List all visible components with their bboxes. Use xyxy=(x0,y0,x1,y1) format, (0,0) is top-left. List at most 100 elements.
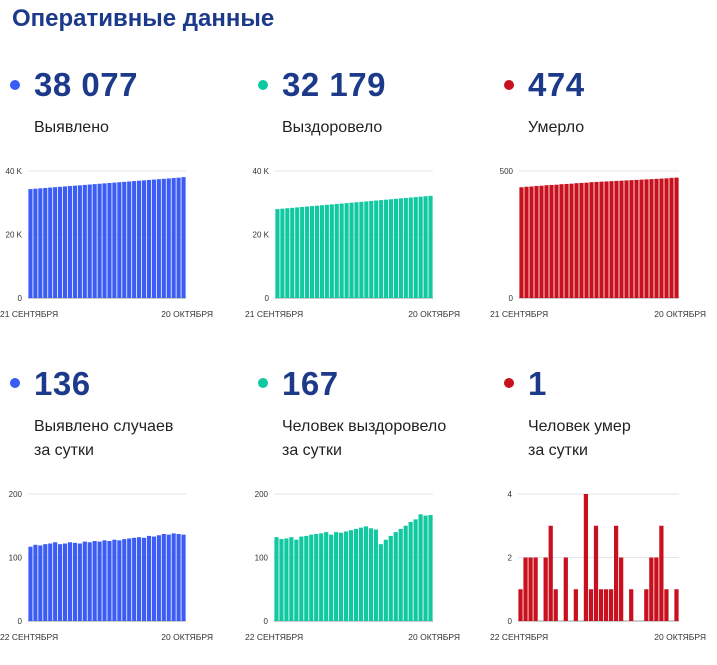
bar xyxy=(329,534,334,621)
stat-dot xyxy=(504,80,514,90)
bar xyxy=(384,199,389,298)
bar xyxy=(92,540,97,621)
x-tick-label: 22 СЕНТЯБРЯ xyxy=(490,632,548,642)
bar xyxy=(72,185,77,298)
bar xyxy=(629,589,634,621)
chart-5: 0 100 200 22 СЕНТЯБРЯ 20 ОКТЯБРЯ xyxy=(245,490,460,642)
bar xyxy=(344,203,349,298)
bar xyxy=(161,534,166,621)
bar xyxy=(379,200,384,298)
y-tick-label: 40 K xyxy=(6,167,23,176)
bar xyxy=(398,528,403,621)
bar xyxy=(285,208,290,298)
bar xyxy=(309,206,315,298)
bar xyxy=(141,180,147,298)
bar xyxy=(674,177,679,298)
bar xyxy=(181,534,186,621)
bar xyxy=(378,544,383,621)
bar xyxy=(393,198,399,298)
bar xyxy=(624,180,629,298)
bar xyxy=(127,538,132,621)
stat-label: за сутки xyxy=(34,442,94,459)
bar xyxy=(413,519,418,621)
bar xyxy=(554,184,559,298)
bar xyxy=(383,539,388,621)
bar xyxy=(574,183,579,298)
y-tick-label: 0 xyxy=(18,294,23,303)
bar xyxy=(609,181,614,298)
bar xyxy=(363,526,369,621)
bar xyxy=(649,179,654,298)
bar xyxy=(659,525,664,621)
bar xyxy=(58,544,63,621)
bar xyxy=(674,589,679,621)
bar xyxy=(584,182,589,298)
bar xyxy=(319,533,324,621)
y-tick-label: 4 xyxy=(508,490,513,499)
bar xyxy=(428,514,433,621)
bar xyxy=(413,197,418,298)
bar xyxy=(659,178,664,298)
bar xyxy=(343,531,349,621)
x-tick-label: 21 СЕНТЯБРЯ xyxy=(245,309,303,319)
bar xyxy=(564,183,569,298)
bar xyxy=(122,181,127,298)
bar xyxy=(275,209,280,298)
bar xyxy=(664,589,669,621)
bar xyxy=(423,515,428,621)
bar xyxy=(408,197,413,298)
bar xyxy=(533,557,538,621)
bar xyxy=(181,177,186,298)
bar xyxy=(48,543,53,621)
bar xyxy=(339,203,344,298)
stat-value: 32 179 xyxy=(282,66,386,103)
bar xyxy=(669,177,674,298)
bar xyxy=(664,178,669,298)
stat-label: Человек выздоровело xyxy=(282,418,447,435)
bar xyxy=(82,184,87,298)
bar xyxy=(603,589,609,621)
bar xyxy=(373,529,378,621)
bar xyxy=(166,534,171,621)
bar xyxy=(543,557,548,621)
bar xyxy=(604,181,609,298)
bar xyxy=(398,198,403,298)
bar xyxy=(280,208,285,298)
x-tick-label: 20 ОКТЯБРЯ xyxy=(161,309,213,319)
bar xyxy=(368,528,373,621)
stat-value: 38 077 xyxy=(34,66,138,103)
bar xyxy=(334,532,339,621)
bar xyxy=(77,543,82,621)
bar xyxy=(166,178,171,298)
bar xyxy=(583,494,589,621)
bar xyxy=(358,527,364,621)
bar xyxy=(53,542,58,621)
bar xyxy=(117,540,122,621)
bar xyxy=(418,514,423,621)
bar xyxy=(97,541,102,621)
y-tick-label: 100 xyxy=(9,554,23,563)
bar xyxy=(654,178,659,298)
bar xyxy=(598,589,604,621)
bar xyxy=(171,533,176,621)
bar xyxy=(279,539,284,621)
bar xyxy=(289,537,294,621)
bar xyxy=(43,187,48,298)
chart-6: 0 2 4 22 СЕНТЯБРЯ 20 ОКТЯБРЯ xyxy=(490,490,706,642)
bar xyxy=(62,186,68,298)
bar xyxy=(290,207,295,298)
bar xyxy=(588,589,594,621)
bar xyxy=(608,589,614,621)
bar xyxy=(305,206,310,298)
bar xyxy=(33,544,38,621)
bar xyxy=(122,539,127,621)
bar xyxy=(77,185,82,298)
bar xyxy=(92,184,97,298)
x-tick-label: 21 СЕНТЯБРЯ xyxy=(0,309,58,319)
bar xyxy=(619,180,624,298)
bar xyxy=(388,535,393,621)
y-tick-label: 100 xyxy=(255,554,269,563)
bar xyxy=(97,183,102,298)
bar xyxy=(156,535,161,621)
